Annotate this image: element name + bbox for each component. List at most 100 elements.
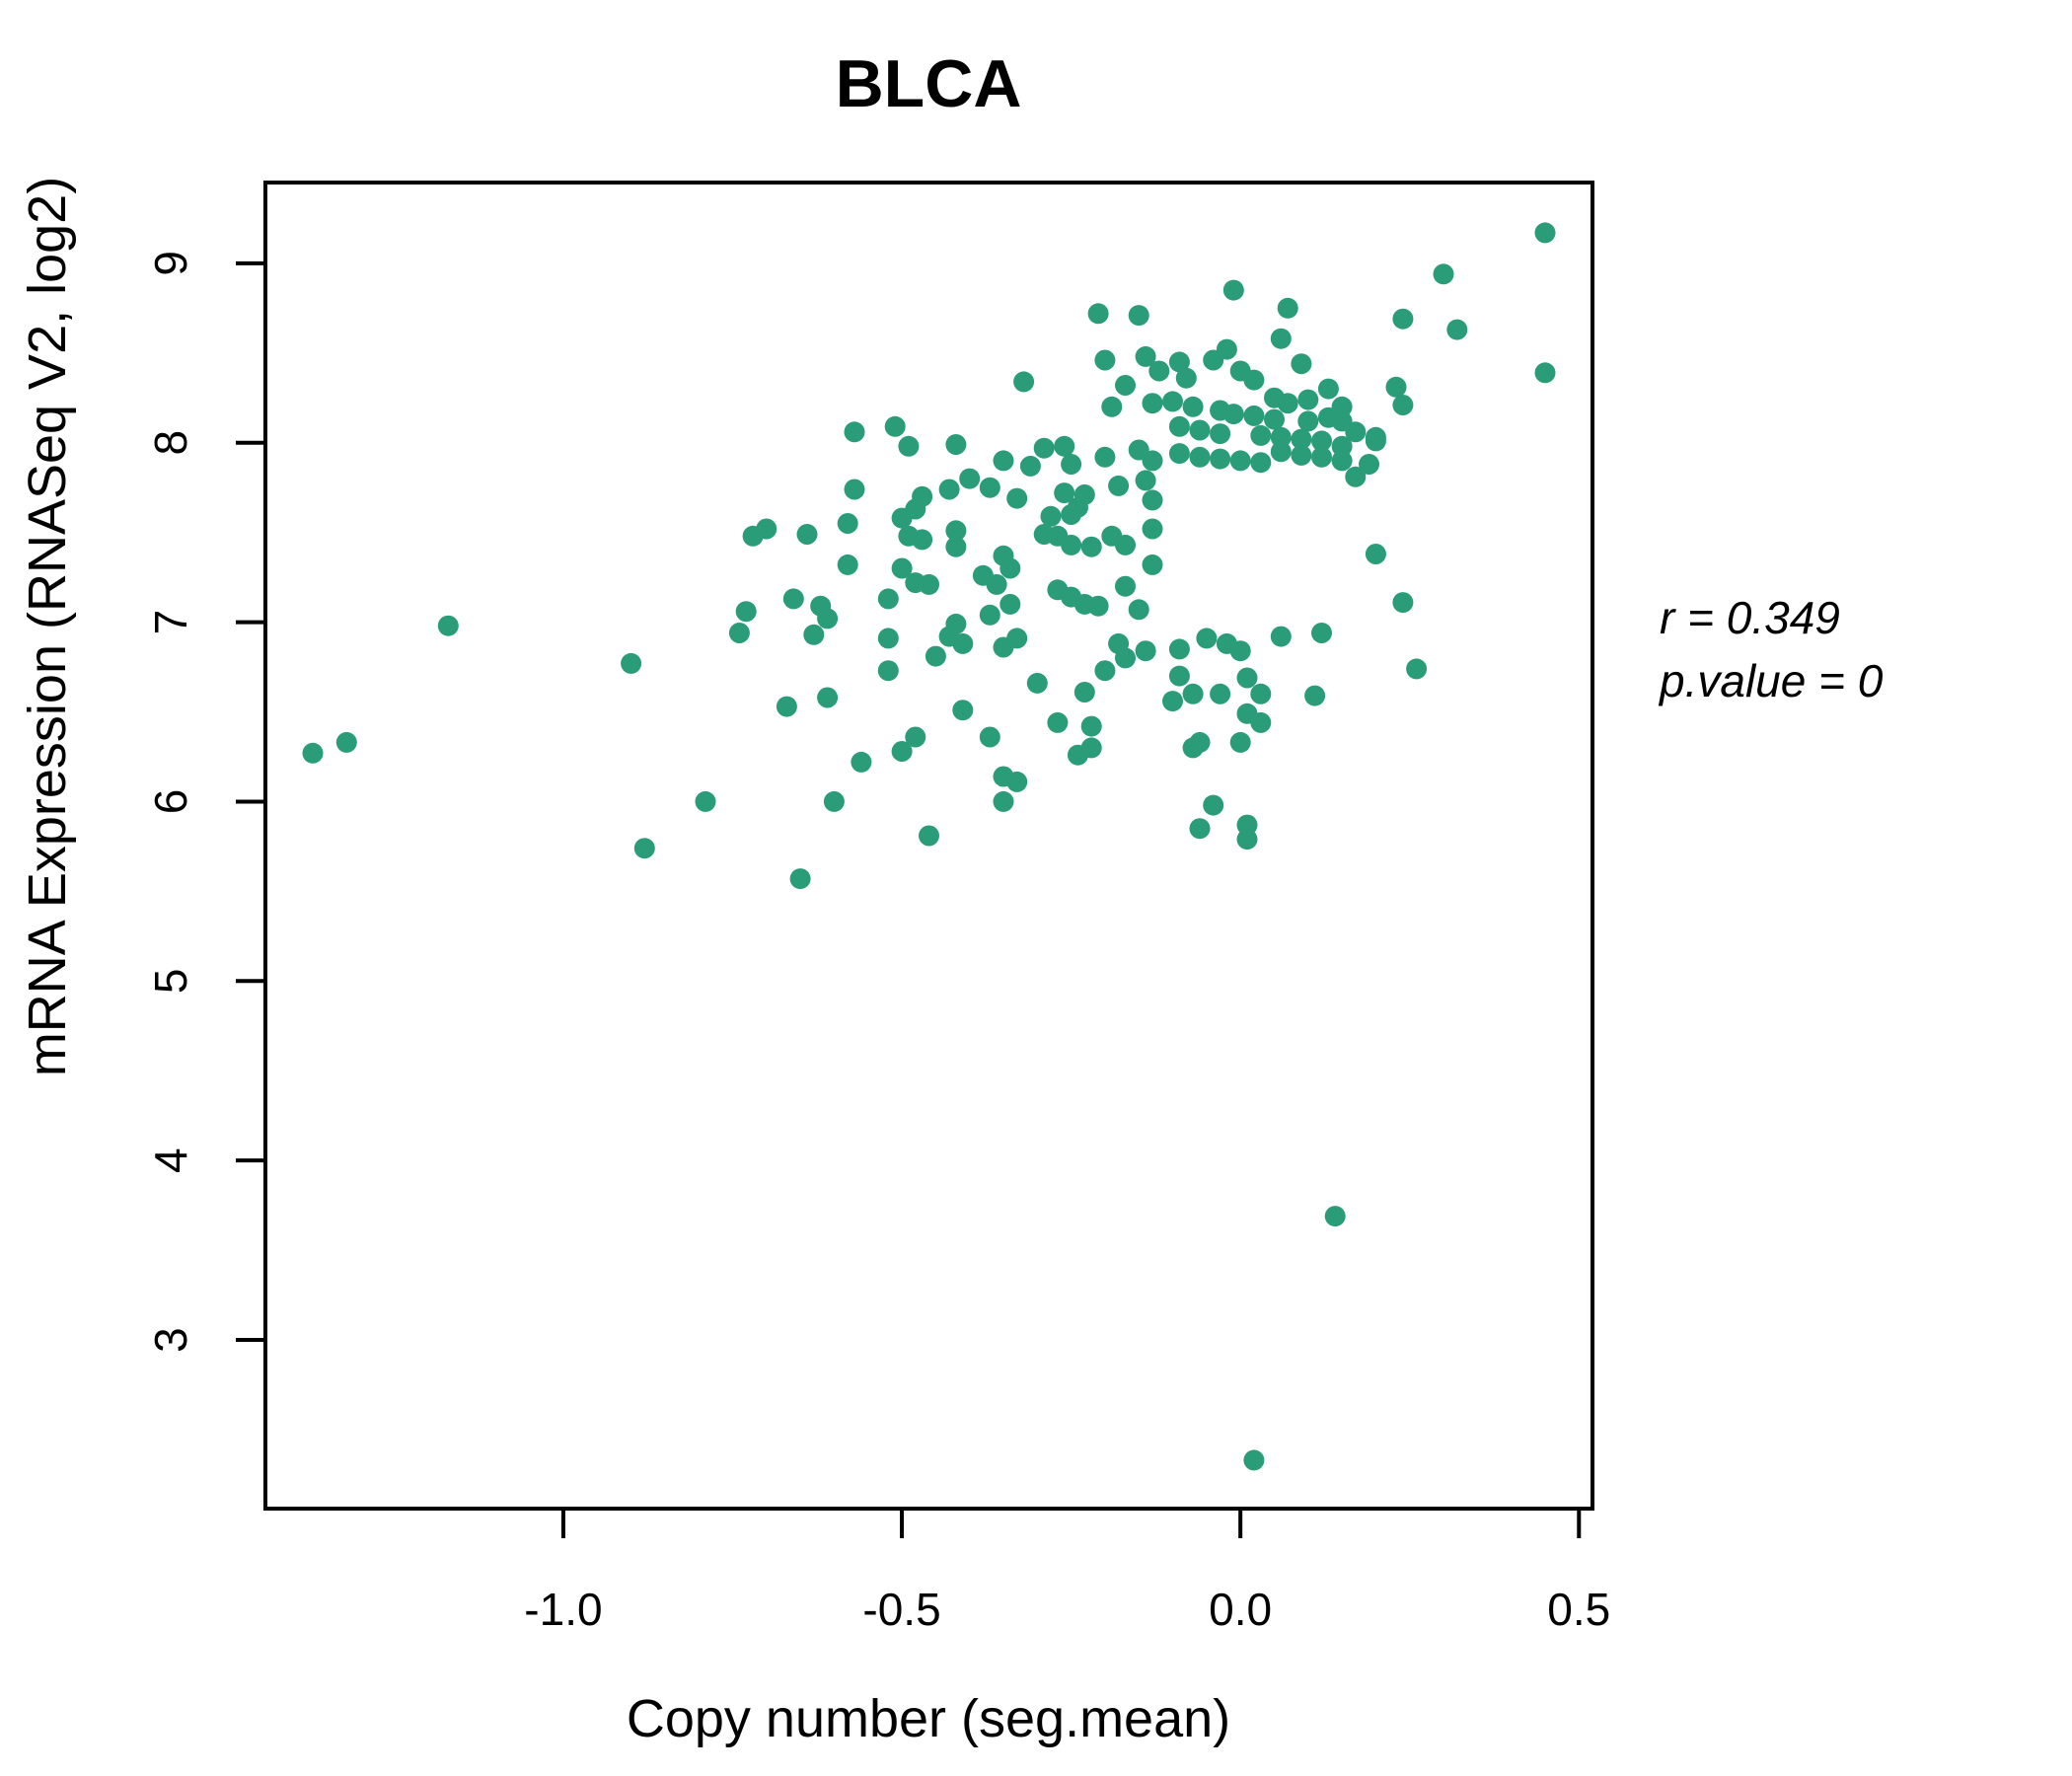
scatter-point	[884, 415, 906, 437]
scatter-point	[1270, 426, 1292, 448]
scatter-point	[1168, 351, 1190, 373]
scatter-point	[776, 696, 797, 717]
x-tick-label: 0.5	[1547, 1584, 1610, 1635]
scatter-point	[1222, 279, 1244, 301]
scatter-point	[1162, 391, 1183, 412]
scatter-point	[1250, 711, 1272, 733]
scatter-point	[1040, 505, 1062, 527]
scatter-point	[1061, 454, 1082, 475]
scatter-point	[1047, 711, 1069, 733]
scatter-point	[633, 838, 655, 859]
scatter-point	[1236, 814, 1258, 836]
scatter-point	[1182, 396, 1204, 417]
scatter-point	[979, 726, 1000, 748]
y-tick-label: 3	[145, 1327, 196, 1353]
y-tick-label: 4	[145, 1147, 196, 1173]
scatter-point	[1311, 430, 1332, 452]
scatter-point	[1061, 534, 1082, 555]
scatter-point	[1073, 682, 1095, 703]
scatter-point	[1264, 408, 1285, 430]
scatter-point	[1101, 525, 1123, 547]
scatter-point	[1006, 487, 1028, 509]
scatter-point	[945, 536, 967, 557]
scatter-point	[1094, 660, 1116, 682]
scatter-point	[1277, 297, 1298, 319]
scatter-point	[844, 421, 865, 443]
scatter-point	[621, 652, 642, 674]
scatter-point	[1229, 731, 1251, 753]
scatter-point	[1142, 393, 1163, 414]
scatter-point	[1196, 628, 1218, 649]
scatter-point	[877, 588, 899, 610]
scatter-point	[742, 525, 764, 547]
correlation-r-annotation: r = 0.349	[1660, 592, 1840, 643]
scatter-point	[302, 742, 324, 764]
y-tick-label: 6	[145, 789, 196, 815]
scatter-points	[302, 222, 1556, 1471]
scatter-point	[1236, 829, 1258, 851]
scatter-point	[1311, 623, 1332, 643]
scatter-point	[1006, 771, 1028, 792]
scatter-point	[1229, 450, 1251, 472]
plot-area-border	[263, 181, 1594, 1511]
scatter-point	[979, 477, 1000, 498]
scatter-point	[817, 608, 839, 629]
x-tick-label: -0.5	[862, 1584, 940, 1635]
scatter-point	[1168, 443, 1190, 465]
scatter-point	[1277, 393, 1298, 414]
scatter-point	[1392, 395, 1414, 415]
scatter-point	[1189, 419, 1211, 441]
scatter-point	[1087, 595, 1109, 617]
scatter-point	[1446, 319, 1468, 340]
scatter-point	[823, 790, 845, 812]
scatter-point	[1175, 367, 1197, 389]
scatter-point	[1142, 554, 1163, 575]
scatter-point	[993, 450, 1014, 472]
scatter-point	[1331, 450, 1353, 472]
scatter-point	[796, 524, 818, 545]
scatter-point	[1142, 489, 1163, 511]
scatter-point	[1115, 575, 1136, 597]
scatter-point	[837, 513, 858, 534]
scatter-point	[1236, 667, 1258, 689]
scatter-point	[891, 507, 913, 529]
scatter-point	[437, 615, 459, 636]
scatter-point	[999, 557, 1021, 579]
scatter-point	[1297, 410, 1319, 432]
scatter-point	[877, 660, 899, 682]
scatter-point	[1317, 378, 1339, 400]
scatter-point	[986, 573, 1007, 595]
scatter-point	[837, 554, 858, 575]
scatter-point	[891, 741, 913, 762]
scatter-point	[1359, 454, 1379, 475]
scatter-point	[1087, 303, 1109, 325]
y-axis-title: mRNA Expression (RNASeq V2, log2)	[18, 177, 77, 1076]
scatter-point	[1128, 305, 1149, 327]
scatter-point	[817, 687, 839, 708]
scatter-point	[695, 790, 716, 812]
scatter-point	[945, 434, 967, 455]
scatter-point	[952, 632, 974, 654]
scatter-point	[1291, 444, 1312, 466]
scatter-point	[1080, 536, 1102, 557]
scatter-point	[1168, 638, 1190, 660]
scatter-point	[959, 468, 981, 489]
scatter-point	[1142, 450, 1163, 472]
y-tick-label: 7	[145, 610, 196, 635]
scatter-point	[1534, 222, 1556, 244]
scatter-point	[1406, 658, 1428, 680]
scatter-point	[1054, 482, 1075, 504]
chart-title: BLCA	[836, 46, 1022, 121]
correlation-pvalue-annotation: p.value = 0	[1658, 655, 1884, 706]
scatter-point	[1365, 430, 1386, 452]
x-tick-label: 0.0	[1209, 1584, 1272, 1635]
y-axis-ticks: 3 4 5 6 7 8 9	[145, 251, 265, 1353]
scatter-point	[1243, 369, 1265, 391]
scatter-point	[1222, 404, 1244, 425]
scatter-point	[1135, 640, 1156, 662]
scatter-point	[1345, 466, 1367, 487]
y-tick-label: 8	[145, 430, 196, 456]
y-tick-label: 9	[145, 251, 196, 276]
